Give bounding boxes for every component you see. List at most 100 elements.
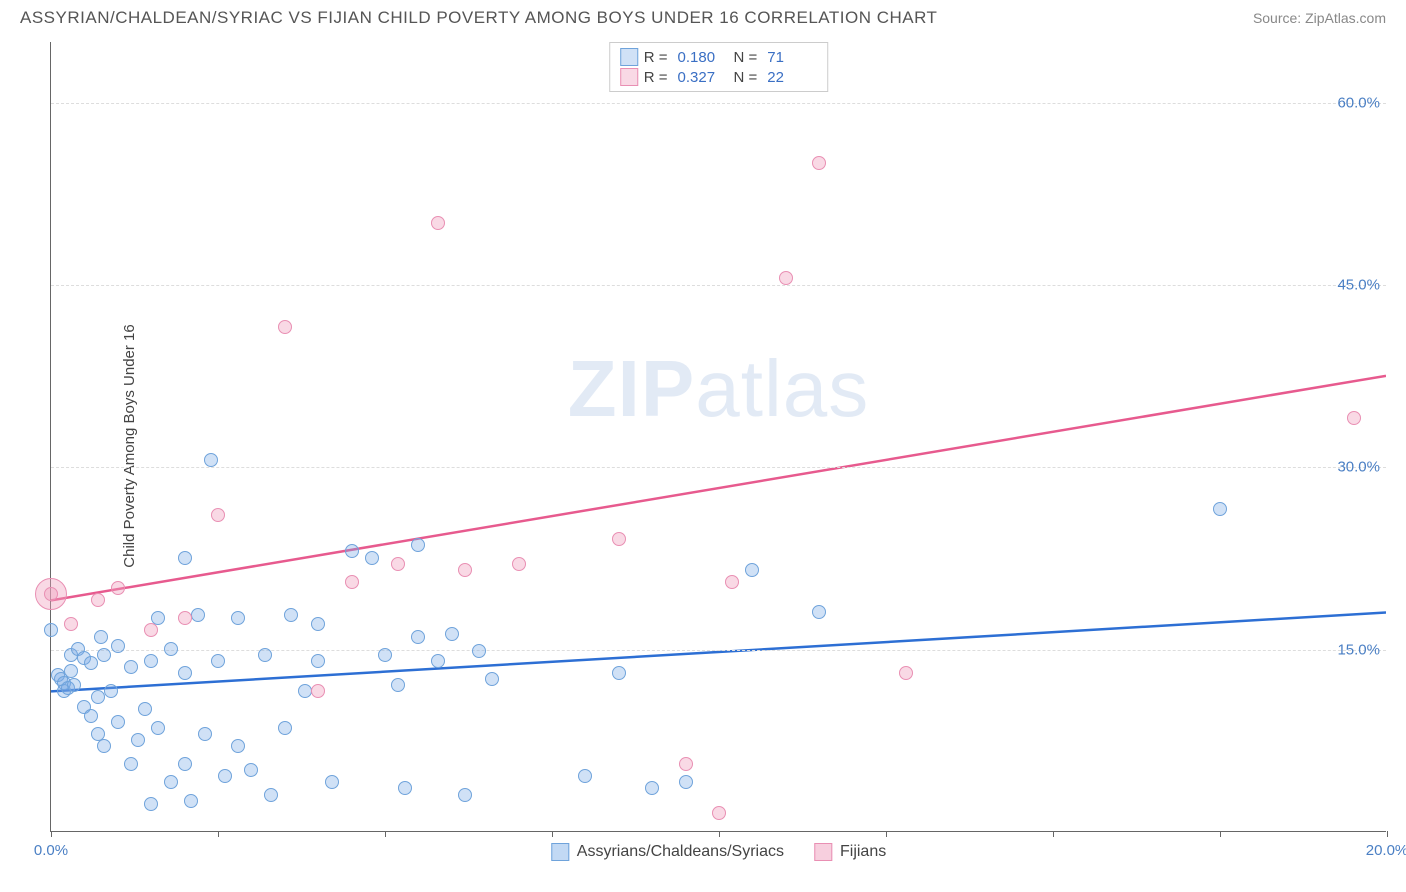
scatter-point bbox=[812, 156, 826, 170]
scatter-point bbox=[124, 757, 138, 771]
scatter-point bbox=[178, 757, 192, 771]
x-tick bbox=[719, 831, 720, 837]
scatter-point bbox=[278, 721, 292, 735]
scatter-point bbox=[91, 593, 105, 607]
scatter-point bbox=[84, 709, 98, 723]
scatter-point bbox=[178, 611, 192, 625]
x-tick bbox=[385, 831, 386, 837]
scatter-point bbox=[124, 660, 138, 674]
scatter-point bbox=[311, 617, 325, 631]
scatter-point bbox=[244, 763, 258, 777]
trend-line bbox=[51, 613, 1386, 692]
r-label: R = bbox=[644, 69, 668, 86]
scatter-point bbox=[431, 216, 445, 230]
gridline bbox=[51, 650, 1386, 651]
scatter-point bbox=[211, 654, 225, 668]
y-tick-label: 30.0% bbox=[1337, 459, 1380, 476]
scatter-point bbox=[325, 775, 339, 789]
scatter-point bbox=[97, 648, 111, 662]
n-value: 71 bbox=[767, 49, 817, 66]
scatter-point bbox=[578, 769, 592, 783]
scatter-point bbox=[91, 690, 105, 704]
scatter-point bbox=[94, 630, 108, 644]
scatter-point bbox=[138, 702, 152, 716]
x-tick-label: 20.0% bbox=[1366, 842, 1406, 859]
n-label: N = bbox=[734, 69, 758, 86]
scatter-point bbox=[164, 775, 178, 789]
y-tick-label: 60.0% bbox=[1337, 94, 1380, 111]
n-value: 22 bbox=[767, 69, 817, 86]
scatter-point bbox=[64, 617, 78, 631]
x-tick bbox=[51, 831, 52, 837]
gridline bbox=[51, 103, 1386, 104]
scatter-point bbox=[311, 654, 325, 668]
scatter-point bbox=[84, 656, 98, 670]
scatter-point bbox=[298, 684, 312, 698]
scatter-point bbox=[284, 608, 298, 622]
scatter-point bbox=[378, 648, 392, 662]
x-tick-label: 0.0% bbox=[34, 842, 68, 859]
x-tick bbox=[1220, 831, 1221, 837]
correlation-legend: R =0.180N =71R =0.327N =22 bbox=[609, 42, 829, 92]
scatter-point bbox=[144, 654, 158, 668]
trend-line bbox=[51, 376, 1386, 601]
source-label: Source: ZipAtlas.com bbox=[1253, 10, 1386, 26]
scatter-point bbox=[211, 508, 225, 522]
scatter-point bbox=[164, 642, 178, 656]
scatter-point bbox=[198, 727, 212, 741]
scatter-point bbox=[458, 563, 472, 577]
scatter-point bbox=[645, 781, 659, 795]
scatter-point bbox=[679, 775, 693, 789]
scatter-point bbox=[365, 551, 379, 565]
legend-item: Assyrians/Chaldeans/Syriacs bbox=[551, 843, 784, 861]
r-label: R = bbox=[644, 49, 668, 66]
gridline bbox=[51, 467, 1386, 468]
scatter-point bbox=[264, 788, 278, 802]
scatter-point bbox=[458, 788, 472, 802]
scatter-point bbox=[398, 781, 412, 795]
scatter-point bbox=[111, 715, 125, 729]
scatter-point bbox=[231, 739, 245, 753]
scatter-point bbox=[144, 797, 158, 811]
scatter-point bbox=[411, 630, 425, 644]
r-value: 0.327 bbox=[678, 69, 728, 86]
legend-stat-row: R =0.180N =71 bbox=[620, 47, 818, 67]
scatter-point bbox=[204, 453, 218, 467]
scatter-point bbox=[612, 532, 626, 546]
gridline bbox=[51, 285, 1386, 286]
x-tick bbox=[552, 831, 553, 837]
scatter-point bbox=[445, 627, 459, 641]
scatter-point bbox=[899, 666, 913, 680]
legend-swatch bbox=[620, 68, 638, 86]
chart-plot-area: ZIPatlas R =0.180N =71R =0.327N =22 Assy… bbox=[50, 42, 1386, 832]
scatter-point bbox=[472, 644, 486, 658]
scatter-point bbox=[131, 733, 145, 747]
title-bar: ASSYRIAN/CHALDEAN/SYRIAC VS FIJIAN CHILD… bbox=[0, 0, 1406, 32]
scatter-point bbox=[512, 557, 526, 571]
scatter-point bbox=[111, 581, 125, 595]
legend-swatch bbox=[620, 48, 638, 66]
scatter-point bbox=[745, 563, 759, 577]
scatter-point bbox=[104, 684, 118, 698]
x-tick bbox=[218, 831, 219, 837]
legend-swatch bbox=[814, 843, 832, 861]
scatter-point bbox=[345, 575, 359, 589]
scatter-point bbox=[218, 769, 232, 783]
scatter-point bbox=[431, 654, 445, 668]
scatter-point bbox=[151, 721, 165, 735]
scatter-point bbox=[485, 672, 499, 686]
y-tick-label: 45.0% bbox=[1337, 277, 1380, 294]
legend-swatch bbox=[551, 843, 569, 861]
scatter-point bbox=[1347, 411, 1361, 425]
legend-label: Fijians bbox=[840, 843, 886, 861]
scatter-point bbox=[111, 639, 125, 653]
scatter-point bbox=[97, 739, 111, 753]
scatter-point bbox=[391, 678, 405, 692]
y-tick-label: 15.0% bbox=[1337, 641, 1380, 658]
x-tick bbox=[886, 831, 887, 837]
scatter-point bbox=[184, 794, 198, 808]
scatter-point bbox=[144, 623, 158, 637]
scatter-point bbox=[411, 538, 425, 552]
scatter-point bbox=[278, 320, 292, 334]
scatter-point bbox=[345, 544, 359, 558]
